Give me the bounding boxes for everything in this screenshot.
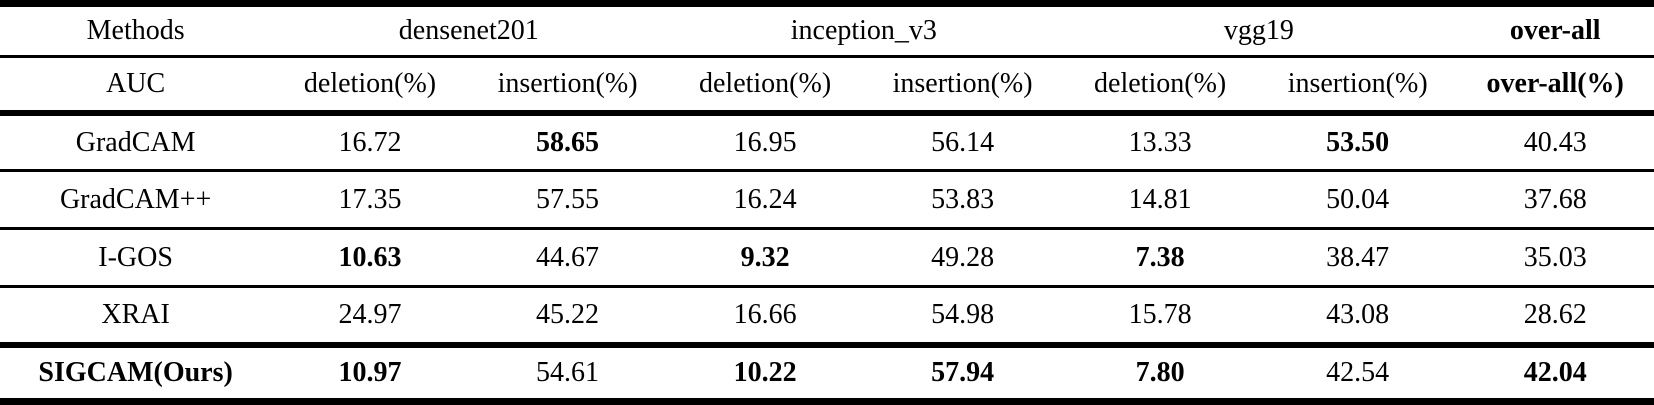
col-group-overall: over-all [1509, 14, 1601, 46]
col-header-auc: AUC [106, 67, 166, 99]
table-cell: 54.98 [931, 298, 995, 330]
table-cell: 17.35 [338, 183, 402, 215]
table-cell: 42.54 [1326, 356, 1390, 388]
table-cell: 13.33 [1128, 126, 1192, 158]
method-cell: GradCAM++ [59, 183, 212, 215]
header-row-metrics: AUC deletion(%) insertion(%) deletion(%)… [0, 56, 1654, 113]
method-cell: XRAI [101, 298, 170, 330]
col-header-deletion-densenet201: deletion(%) [303, 67, 437, 99]
table-cell: 43.08 [1326, 298, 1390, 330]
col-group-inception-v3: inception_v3 [790, 14, 937, 46]
table-cell: 28.62 [1523, 298, 1587, 330]
table-cell: 10.63 [338, 241, 402, 273]
header-row-models: Methods densenet201 inception_v3 vgg19 o… [0, 4, 1654, 57]
table-cell: 37.68 [1523, 183, 1587, 215]
table-cell: 38.47 [1326, 241, 1390, 273]
table-cell: 40.43 [1523, 126, 1587, 158]
method-cell: SIGCAM(Ours) [38, 356, 233, 388]
col-group-vgg19: vgg19 [1223, 14, 1294, 46]
col-header-deletion-vgg19: deletion(%) [1094, 67, 1227, 99]
table-cell: 10.22 [733, 356, 797, 388]
table-cell: 24.97 [338, 298, 402, 330]
table-cell: 56.14 [931, 126, 995, 158]
table-cell: 16.72 [338, 126, 402, 158]
method-cell: I-GOS [98, 241, 173, 273]
table-cell: 53.83 [931, 183, 995, 215]
table-cell: 10.97 [338, 356, 402, 388]
table-cell: 16.66 [733, 298, 797, 330]
table-cell: 50.04 [1326, 183, 1390, 215]
table-cell: 45.22 [536, 298, 600, 330]
table-cell: 16.24 [733, 183, 797, 215]
table-row-gradcam-plus-plus: GradCAM++ 17.35 57.55 16.24 53.83 14.81 … [0, 171, 1654, 229]
col-header-insertion-inception-v3: insertion(%) [892, 67, 1033, 99]
table-cell: 54.61 [536, 356, 600, 388]
col-header-methods: Methods [86, 14, 185, 46]
col-header-overall-pct: over-all(%) [1486, 67, 1624, 99]
table-cell: 7.80 [1135, 356, 1185, 388]
method-cell: GradCAM [75, 126, 196, 158]
table-row-sigcam-ours: SIGCAM(Ours) 10.97 54.61 10.22 57.94 7.8… [0, 345, 1654, 402]
table-row-igos: I-GOS 10.63 44.67 9.32 49.28 7.38 38.47 … [0, 229, 1654, 287]
col-header-insertion-vgg19: insertion(%) [1287, 67, 1428, 99]
table-cell: 57.55 [536, 183, 600, 215]
table-cell: 49.28 [931, 241, 995, 273]
col-header-insertion-densenet201: insertion(%) [497, 67, 638, 99]
table-cell: 15.78 [1128, 298, 1192, 330]
table-cell: 57.94 [931, 356, 995, 388]
col-group-densenet201: densenet201 [398, 14, 539, 46]
table-cell: 58.65 [536, 126, 600, 158]
table-cell: 14.81 [1128, 183, 1192, 215]
table-cell: 7.38 [1135, 241, 1185, 273]
table-cell: 9.32 [740, 241, 790, 273]
table-cell: 53.50 [1326, 126, 1390, 158]
col-header-deletion-inception-v3: deletion(%) [698, 67, 832, 99]
table-cell: 35.03 [1523, 241, 1587, 273]
table-row-xrai: XRAI 24.97 45.22 16.66 54.98 15.78 43.08… [0, 287, 1654, 345]
table-cell: 44.67 [536, 241, 600, 273]
table-row-gradcam: GradCAM 16.72 58.65 16.95 56.14 13.33 53… [0, 113, 1654, 171]
table-cell: 16.95 [733, 126, 797, 158]
table-cell: 42.04 [1523, 356, 1587, 388]
